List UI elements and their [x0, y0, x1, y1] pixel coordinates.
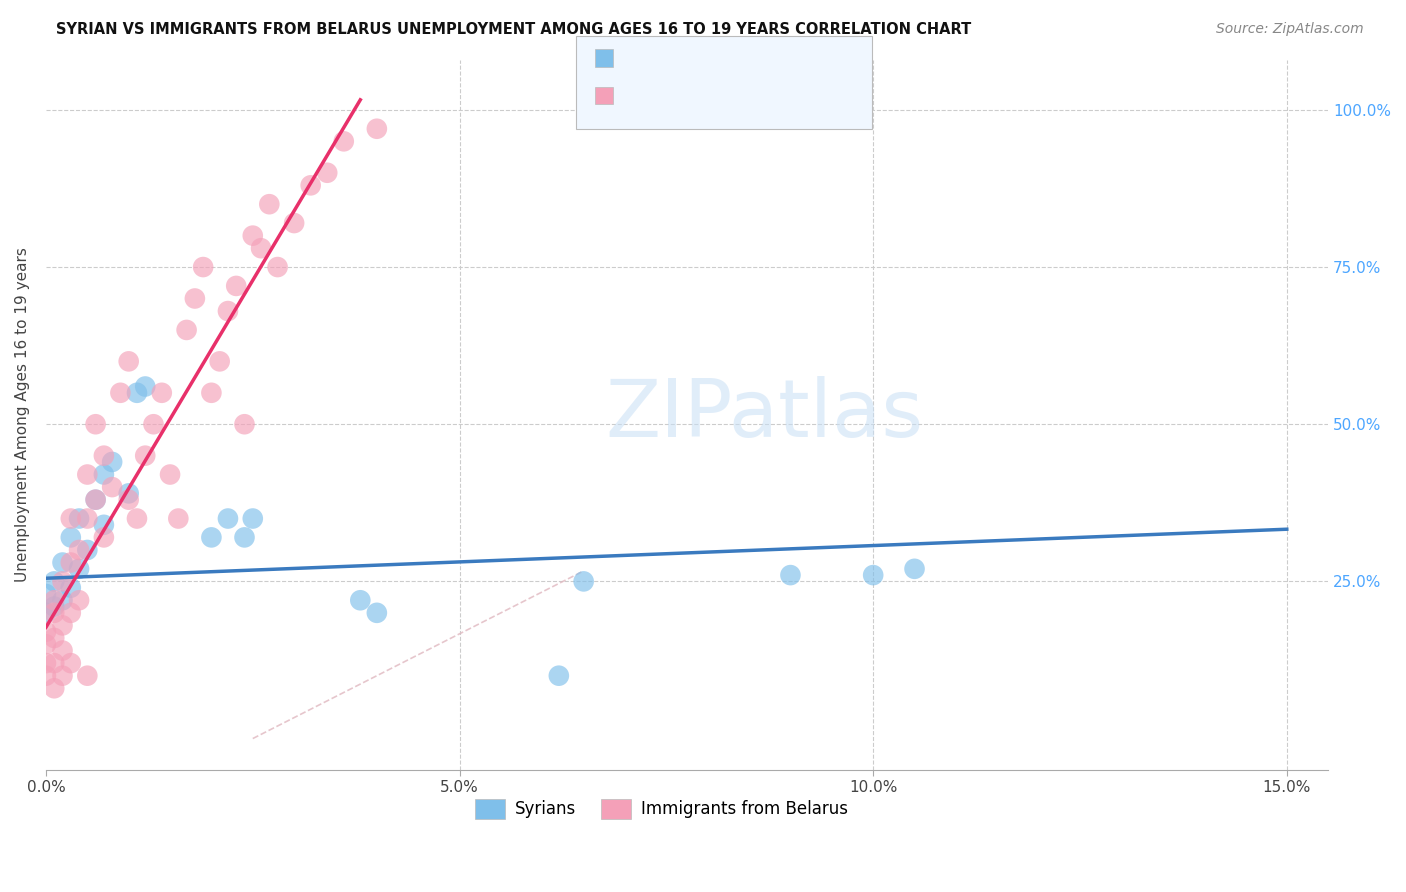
Text: N =: N =	[714, 45, 761, 59]
Point	[125, 511, 148, 525]
Point	[283, 216, 305, 230]
Point	[134, 449, 156, 463]
Point	[225, 279, 247, 293]
Point	[118, 492, 141, 507]
Point	[366, 121, 388, 136]
Legend: Syrians, Immigrants from Belarus: Syrians, Immigrants from Belarus	[468, 792, 855, 826]
Point	[242, 511, 264, 525]
Point	[51, 593, 73, 607]
Text: N =: N =	[714, 82, 761, 96]
Point	[35, 656, 58, 670]
Point	[67, 543, 90, 558]
Point	[35, 669, 58, 683]
Point	[44, 593, 66, 607]
Point	[101, 480, 124, 494]
Point	[217, 304, 239, 318]
Point	[134, 379, 156, 393]
Text: ZIPatlas: ZIPatlas	[605, 376, 924, 454]
Text: 0.106: 0.106	[661, 45, 711, 59]
Point	[200, 385, 222, 400]
Point	[35, 606, 58, 620]
Point	[903, 562, 925, 576]
Point	[51, 643, 73, 657]
Point	[572, 574, 595, 589]
Point	[242, 228, 264, 243]
Text: R =: R =	[620, 82, 655, 96]
Point	[779, 568, 801, 582]
Point	[167, 511, 190, 525]
Point	[349, 593, 371, 607]
Point	[208, 354, 231, 368]
Point	[59, 511, 82, 525]
Point	[51, 574, 73, 589]
Point	[159, 467, 181, 482]
Point	[67, 593, 90, 607]
Point	[93, 530, 115, 544]
Point	[59, 656, 82, 670]
Point	[233, 417, 256, 432]
Point	[76, 669, 98, 683]
Point	[93, 517, 115, 532]
Point	[176, 323, 198, 337]
Point	[110, 385, 132, 400]
Point	[259, 197, 281, 211]
Point	[44, 606, 66, 620]
Point	[93, 449, 115, 463]
Point	[862, 568, 884, 582]
Y-axis label: Unemployment Among Ages 16 to 19 years: Unemployment Among Ages 16 to 19 years	[15, 247, 30, 582]
Point	[142, 417, 165, 432]
Point	[84, 492, 107, 507]
Point	[44, 681, 66, 696]
Point	[84, 417, 107, 432]
Point	[59, 606, 82, 620]
Text: 29: 29	[763, 45, 786, 59]
Point	[366, 606, 388, 620]
Point	[332, 134, 354, 148]
Point	[44, 656, 66, 670]
Text: 53: 53	[763, 82, 786, 96]
Point	[59, 581, 82, 595]
Point	[51, 556, 73, 570]
Point	[35, 624, 58, 639]
Point	[84, 492, 107, 507]
Point	[44, 599, 66, 614]
Point	[316, 166, 339, 180]
Point	[51, 618, 73, 632]
Point	[118, 354, 141, 368]
Point	[35, 587, 58, 601]
Point	[125, 385, 148, 400]
Point	[67, 562, 90, 576]
Point	[191, 260, 214, 274]
Point	[44, 574, 66, 589]
Point	[51, 669, 73, 683]
Point	[200, 530, 222, 544]
Text: SYRIAN VS IMMIGRANTS FROM BELARUS UNEMPLOYMENT AMONG AGES 16 TO 19 YEARS CORRELA: SYRIAN VS IMMIGRANTS FROM BELARUS UNEMPL…	[56, 22, 972, 37]
Point	[35, 637, 58, 651]
Text: Source: ZipAtlas.com: Source: ZipAtlas.com	[1216, 22, 1364, 37]
Text: 0.667: 0.667	[661, 82, 711, 96]
Point	[59, 530, 82, 544]
Point	[266, 260, 288, 274]
Point	[299, 178, 322, 193]
Point	[217, 511, 239, 525]
Point	[76, 511, 98, 525]
Point	[184, 292, 207, 306]
Text: R =: R =	[620, 45, 655, 59]
Point	[150, 385, 173, 400]
Point	[44, 631, 66, 645]
Point	[76, 467, 98, 482]
Point	[547, 669, 569, 683]
Point	[59, 556, 82, 570]
Point	[118, 486, 141, 500]
Point	[93, 467, 115, 482]
Point	[101, 455, 124, 469]
Point	[67, 511, 90, 525]
Point	[250, 241, 273, 255]
Point	[233, 530, 256, 544]
Point	[76, 543, 98, 558]
